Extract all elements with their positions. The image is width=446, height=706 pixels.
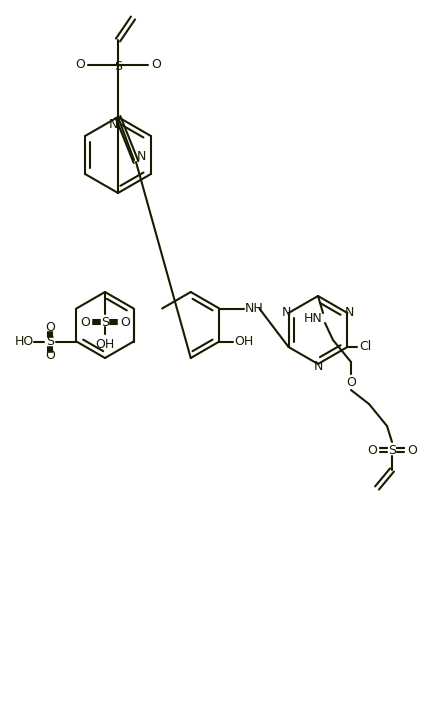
Text: OH: OH bbox=[95, 338, 115, 352]
Text: N: N bbox=[313, 359, 323, 373]
Text: O: O bbox=[151, 59, 161, 71]
Text: OH: OH bbox=[235, 335, 254, 348]
Text: N: N bbox=[282, 306, 291, 320]
Text: S: S bbox=[114, 61, 122, 73]
Text: NH: NH bbox=[245, 302, 264, 315]
Text: O: O bbox=[45, 349, 55, 362]
Text: HO: HO bbox=[15, 335, 34, 348]
Text: O: O bbox=[367, 443, 377, 457]
Text: O: O bbox=[45, 321, 55, 334]
Text: N: N bbox=[136, 150, 146, 164]
Text: O: O bbox=[120, 316, 130, 328]
Text: S: S bbox=[388, 443, 396, 457]
Text: O: O bbox=[80, 316, 90, 328]
Text: N: N bbox=[345, 306, 354, 320]
Text: Cl: Cl bbox=[359, 340, 372, 354]
Text: N: N bbox=[108, 119, 118, 131]
Text: O: O bbox=[346, 376, 356, 388]
Text: S: S bbox=[46, 335, 54, 348]
Text: O: O bbox=[75, 59, 85, 71]
Text: S: S bbox=[101, 316, 109, 328]
Text: O: O bbox=[407, 443, 417, 457]
Text: HN: HN bbox=[304, 311, 322, 325]
